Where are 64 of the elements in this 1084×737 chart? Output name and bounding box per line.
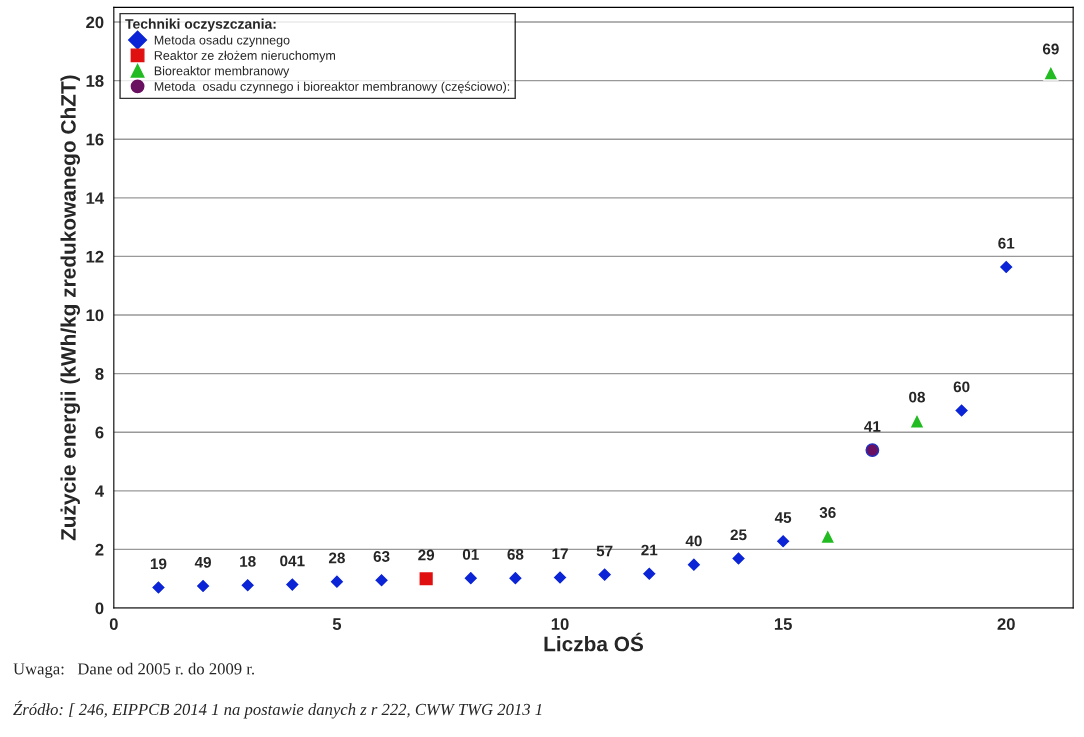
y-tick-label: 10 (86, 309, 104, 322)
annotation: 01 (462, 549, 479, 560)
legend-label: Metoda osadu czynnego (154, 35, 290, 47)
y-tick-label: 18 (86, 75, 104, 87)
y-tick-label: 0 (95, 602, 104, 615)
point (552, 569, 569, 586)
y-tick-label: 14 (86, 192, 105, 204)
annotation: 45 (774, 512, 792, 523)
y-tick-label: 12 (86, 250, 104, 263)
y-tick-label: 8 (95, 368, 104, 380)
legend-label: Metoda osadu czynnego i bioreaktor membranowy (częściowo): (154, 81, 510, 94)
annotation: 18 (240, 556, 256, 567)
point (953, 402, 970, 419)
point (730, 550, 747, 567)
y-tick-label: 6 (95, 426, 104, 439)
point (819, 528, 836, 545)
point (239, 577, 256, 594)
point (596, 566, 613, 583)
y-tick-label: 16 (86, 133, 104, 146)
legend-title: Techniki oczyszczania: (125, 18, 276, 32)
annotation: 36 (819, 507, 836, 518)
x-tick-label: 0 (109, 618, 118, 630)
x-tick-label: 15 (774, 618, 792, 630)
annotation: 21 (641, 544, 658, 556)
x-tick-label: 20 (997, 618, 1015, 630)
x-tick-label: 5 (332, 618, 342, 630)
point (998, 258, 1015, 275)
annotation: 49 (194, 556, 211, 568)
point (373, 572, 390, 589)
legend-label: Bioreaktor membranowy (154, 66, 290, 78)
point (641, 565, 658, 582)
point (865, 443, 880, 458)
point (775, 533, 792, 550)
y-tick-label: 4 (95, 485, 105, 497)
annotation: 17 (552, 548, 568, 560)
point (685, 556, 702, 573)
annotation: 08 (909, 391, 926, 403)
y-tick-label: 20 (86, 16, 104, 29)
annotation: 69 (1042, 43, 1059, 55)
x-tick-label: 10 (551, 618, 569, 630)
y-tick-label: 2 (95, 543, 104, 556)
annotation: 57 (596, 545, 613, 557)
annotation: 63 (373, 551, 390, 562)
point (418, 570, 435, 587)
point (328, 573, 345, 590)
annotation: 19 (150, 558, 167, 570)
text: Uwaga: Dane od 2005 r. do 2009 r. (13, 662, 254, 678)
annotation: 41 (864, 421, 881, 432)
annotation: 40 (685, 535, 702, 547)
annotation: 61 (998, 237, 1015, 249)
annotation: 29 (418, 549, 435, 561)
point (150, 579, 167, 596)
x-axis-title: Liczba OŚ (544, 632, 644, 652)
y-axis-title: Zużycie energii (kWh/kg zredukowanego ChZT) (60, 75, 81, 541)
annotation: 25 (730, 529, 747, 541)
legend-label: Reaktor ze złożem nieruchomym (154, 50, 335, 63)
point (507, 570, 524, 587)
annotation: 041 (280, 555, 305, 567)
text: Źródło: [ 246, EIPPCB 2014 1 na postawie danych z r 222, CWW TWG 2013 1 (13, 700, 542, 719)
annotation: 28 (328, 552, 345, 564)
point (462, 570, 479, 587)
point (284, 576, 301, 593)
annotation: 60 (953, 381, 970, 393)
annotation: 68 (507, 549, 524, 560)
